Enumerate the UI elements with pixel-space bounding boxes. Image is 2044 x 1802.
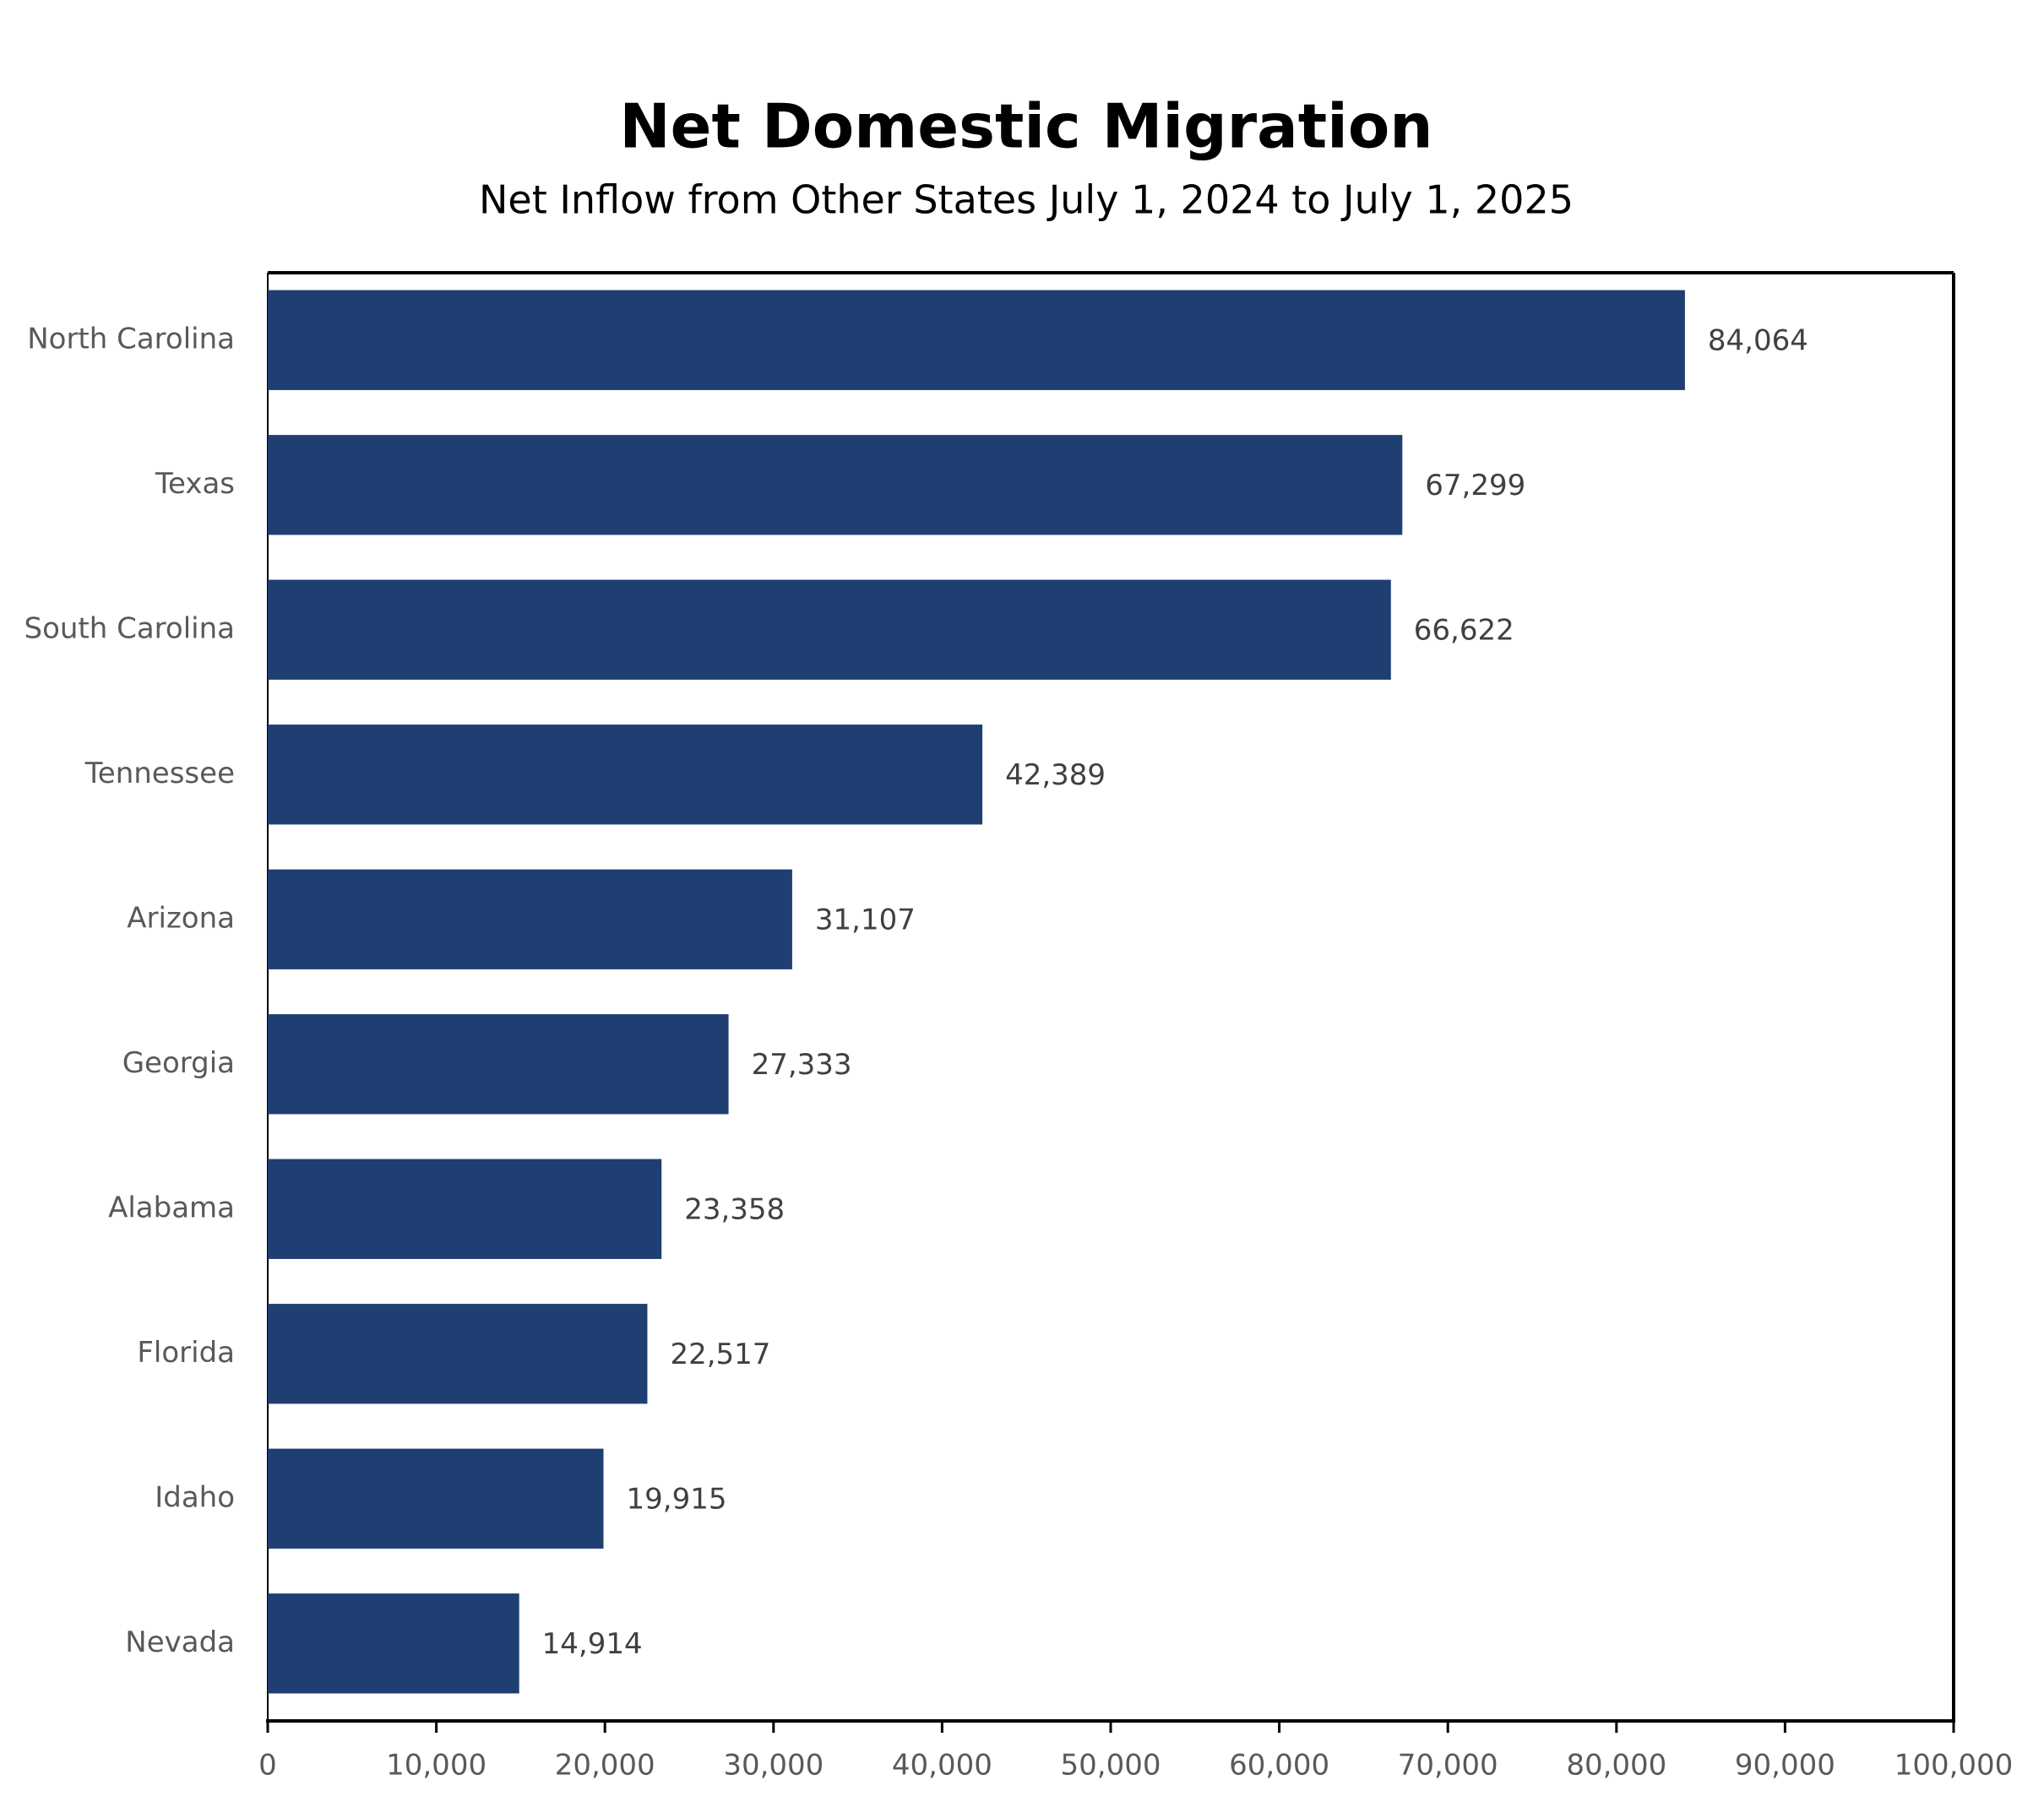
x-tick-label: 70,000 <box>1398 1749 1498 1783</box>
x-tick-label: 0 <box>258 1749 277 1783</box>
x-tick-label: 50,000 <box>1061 1749 1161 1783</box>
x-tick-label: 60,000 <box>1229 1749 1329 1783</box>
y-tick-label: Arizona <box>127 901 235 935</box>
value-label: 67,299 <box>1425 469 1525 502</box>
x-tick-label: 80,000 <box>1566 1749 1666 1783</box>
value-label: 84,064 <box>1708 323 1808 357</box>
x-tick-label: 30,000 <box>723 1749 824 1783</box>
value-label: 22,517 <box>670 1338 770 1371</box>
y-tick-label: Texas <box>155 467 235 501</box>
value-label: 23,358 <box>684 1192 785 1226</box>
y-tick-label: Florida <box>137 1336 235 1370</box>
y-tick-label: Alabama <box>108 1191 235 1224</box>
bar <box>268 1593 519 1694</box>
value-label: 14,914 <box>542 1627 643 1661</box>
bar <box>268 579 1391 680</box>
x-tick-label: 100,000 <box>1895 1749 2014 1783</box>
bar <box>268 869 792 969</box>
value-label: 42,389 <box>1005 758 1106 792</box>
value-label: 27,333 <box>752 1048 852 1082</box>
bar <box>268 1304 648 1404</box>
bar <box>268 290 1685 390</box>
value-label: 66,622 <box>1414 613 1514 647</box>
value-label: 31,107 <box>815 903 916 936</box>
y-tick-label: Tennessee <box>84 757 235 790</box>
bar <box>268 435 1403 535</box>
bar <box>268 1448 604 1549</box>
chart-title: Net Domestic Migration <box>619 91 1432 162</box>
y-tick-label: Georgia <box>122 1046 235 1080</box>
x-tick-label: 20,000 <box>555 1749 655 1783</box>
x-tick-label: 10,000 <box>386 1749 487 1783</box>
y-tick-label: Nevada <box>125 1626 235 1659</box>
x-tick-label: 90,000 <box>1735 1749 1835 1783</box>
bar <box>268 1014 729 1115</box>
bar <box>268 1159 662 1259</box>
y-tick-label: North Carolina <box>27 322 235 356</box>
bar <box>268 725 983 825</box>
x-tick-label: 40,000 <box>892 1749 992 1783</box>
y-tick-label: South Carolina <box>24 611 235 645</box>
chart-subtitle: Net Inflow from Other States July 1, 202… <box>479 177 1574 223</box>
value-label: 19,915 <box>627 1482 727 1516</box>
y-tick-label: Idaho <box>155 1480 235 1514</box>
